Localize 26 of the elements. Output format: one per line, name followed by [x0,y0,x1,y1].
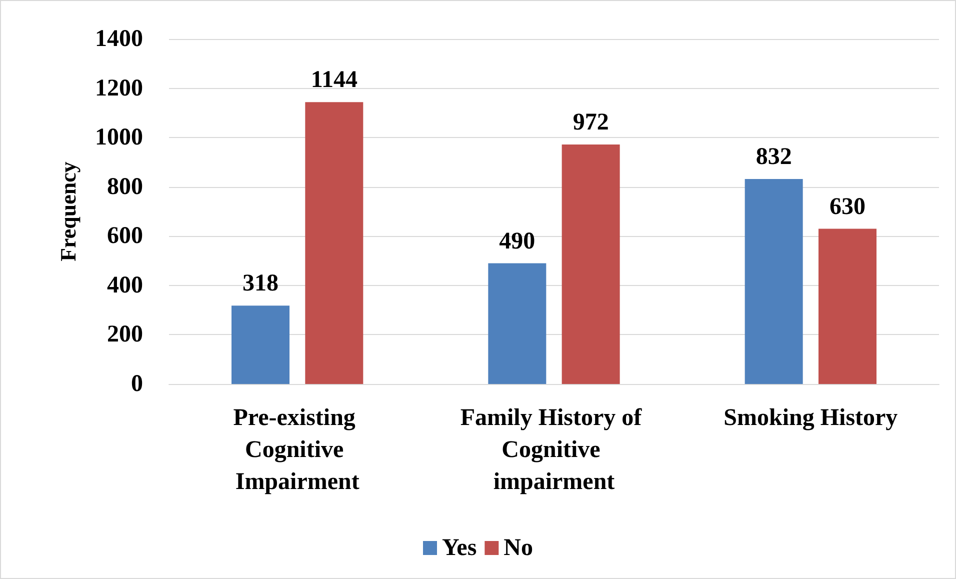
y-tick-label: 1000 [95,124,143,151]
bar [232,306,290,384]
data-label: 972 [572,109,609,136]
legend-label: Yes [442,535,477,561]
y-tick-label: 400 [107,272,143,298]
y-tick-label: 200 [107,322,143,348]
bar [818,228,876,384]
bar [305,102,364,384]
y-tick-label: 0 [131,371,143,397]
x-tick-label: Family History of Cognitive impairment [460,405,648,495]
data-label: 490 [499,228,536,254]
bar [488,263,546,384]
y-tick-label: 1200 [95,75,143,102]
data-label: 832 [756,144,792,170]
data-label: 1144 [310,67,358,94]
bar [744,178,803,384]
y-tick-label: 800 [107,174,143,200]
y-tick-label: 1400 [95,26,143,52]
x-tick-label: Pre-existing Cognitive Impairment [233,405,362,495]
y-tick-label: 600 [107,223,143,250]
legend-label: No [504,535,534,561]
bar [562,144,620,384]
data-label: 318 [242,270,279,297]
y-axis-title: Frequency [56,162,80,262]
x-tick-label: Smoking History [724,405,898,431]
data-label: 630 [829,194,866,220]
